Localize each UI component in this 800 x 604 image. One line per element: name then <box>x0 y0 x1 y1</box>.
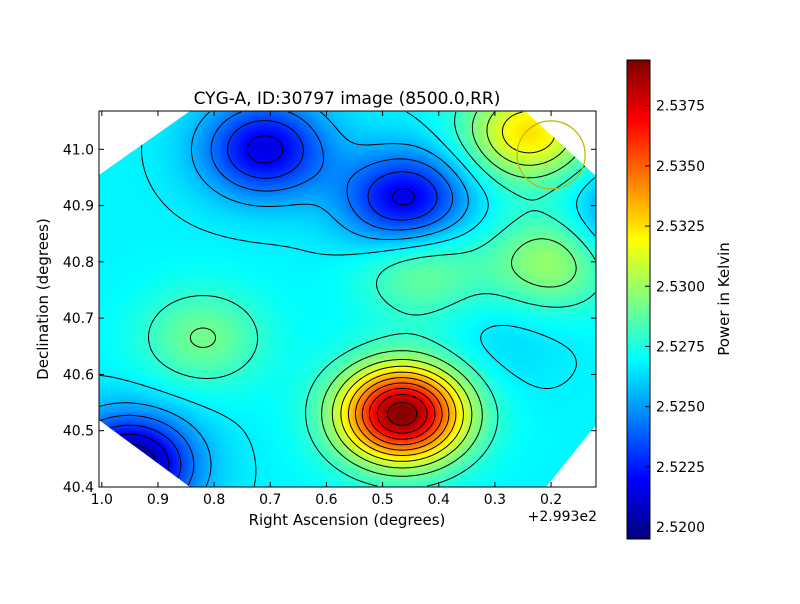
colorbar-label: Power in Kelvin <box>715 242 733 356</box>
colorbar-tick-label: 2.5375 <box>656 99 705 115</box>
chart-title: CYG-A, ID:30797 image (8500.0,RR) <box>194 89 501 109</box>
colorbar-tick-label: 2.5250 <box>656 400 705 416</box>
colorbar-ticks: 2.5200 2.5225 2.5250 2.5275 2.5300 2.5325 2.53… <box>645 99 705 536</box>
plot-frame <box>98 110 597 488</box>
x-axis-label: Right Ascension (degrees) <box>249 511 446 529</box>
x-tick-label: 0.6 <box>315 492 337 508</box>
x-tick-label: 0.5 <box>371 492 393 508</box>
heatmap-image <box>99 111 596 487</box>
x-tick-label: 0.3 <box>484 492 506 508</box>
colorbar-tick-label: 2.5200 <box>656 520 705 536</box>
x-tick-label: 0.9 <box>147 492 169 508</box>
y-tick-label: 40.6 <box>63 367 94 383</box>
beam-circle <box>516 120 586 190</box>
plot-area <box>99 111 596 487</box>
x-tick-label: 0.4 <box>428 492 450 508</box>
x-tick-label: 1.0 <box>91 492 113 508</box>
y-axis-label: Declination (degrees) <box>34 218 52 380</box>
y-tick-label: 40.8 <box>63 255 94 271</box>
colorbar-gradient <box>627 60 650 539</box>
x-tick-label: 0.8 <box>203 492 225 508</box>
x-offset-label: +2.993e2 <box>528 509 597 525</box>
x-tick-label: 0.2 <box>540 492 562 508</box>
y-tick-label: 40.5 <box>63 424 94 440</box>
y-tick-label: 40.9 <box>63 199 94 215</box>
colorbar: 2.5200 2.5225 2.5250 2.5275 2.5300 2.5325 2.53… <box>626 59 733 540</box>
colorbar-tick-label: 2.5300 <box>656 279 705 295</box>
y-tick-label: 40.7 <box>63 311 94 327</box>
x-tick-label: 0.7 <box>259 492 281 508</box>
colorbar-tick-label: 2.5350 <box>656 159 705 175</box>
colorbar-tick-label: 2.5275 <box>656 339 705 355</box>
colorbar-tick-label: 2.5325 <box>656 219 705 235</box>
y-axis-ticks: 40.4 40.5 40.6 40.7 40.8 40.9 41.0 <box>63 142 596 496</box>
colorbar-frame <box>626 59 651 540</box>
x-axis-ticks: 1.0 0.9 0.8 0.7 0.6 0.5 0.4 0.3 0.2 <box>91 111 562 508</box>
y-tick-label: 41.0 <box>63 142 94 158</box>
colorbar-tick-label: 2.5225 <box>656 460 705 476</box>
y-tick-label: 40.4 <box>63 480 94 496</box>
